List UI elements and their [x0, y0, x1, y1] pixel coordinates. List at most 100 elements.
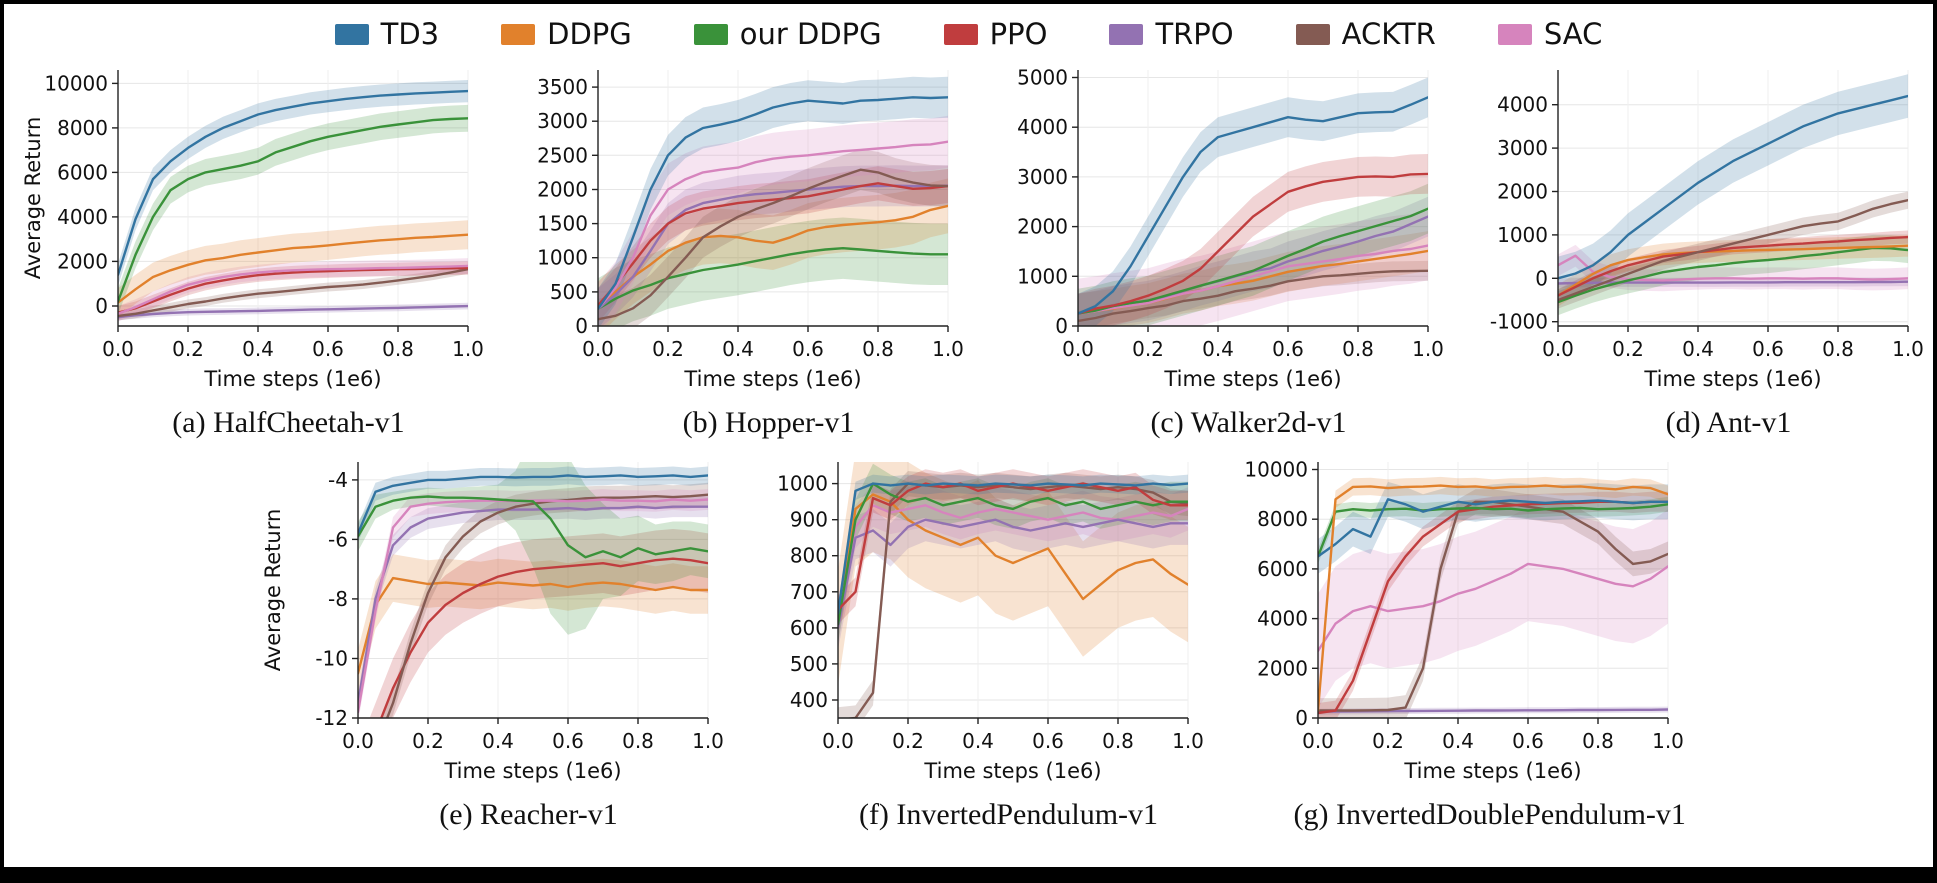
svg-text:0.4: 0.4	[482, 729, 514, 753]
chart-svg: 0 2000 4000 6000 8000 10000 0.0 0.2 0.4 0.6 0.8 1.0…	[1244, 458, 1684, 784]
svg-text:0.8: 0.8	[862, 337, 894, 361]
svg-text:3500: 3500	[537, 75, 588, 99]
svg-text:2000: 2000	[1257, 656, 1308, 680]
chart-caption-walker2d: (c) Walker2d-v1	[1150, 406, 1347, 439]
legend-swatch-acktr	[1295, 23, 1330, 45]
legend-label-ddpg: DDPG	[547, 17, 632, 51]
svg-text:1500: 1500	[537, 212, 588, 236]
svg-text:0.4: 0.4	[722, 337, 754, 361]
svg-text:2000: 2000	[537, 178, 588, 202]
svg-text:-1000: -1000	[1489, 310, 1547, 334]
svg-text:0.2: 0.2	[1612, 337, 1644, 361]
legend-label-sac: SAC	[1543, 17, 1603, 51]
svg-text:1.0: 1.0	[1172, 729, 1204, 753]
legend-item-our-ddpg: our DDPG	[693, 17, 882, 51]
svg-text:6000: 6000	[1257, 557, 1308, 581]
chart-plot-ant: -1000 0 1000 2000 3000 4000 0.0 0.2 0.4 0.6 0.8 1.0…	[1454, 58, 1924, 394]
svg-text:0.2: 0.2	[892, 729, 924, 753]
svg-text:4000: 4000	[1257, 607, 1308, 631]
legend-swatch-our-ddpg	[693, 23, 728, 45]
svg-text:0.6: 0.6	[312, 337, 344, 361]
chart-slot-reacher: -12 -10 -8 -6 -4 0.0 0.2 0.4 0.6 0.8 1.0 Time steps…	[254, 450, 724, 832]
svg-text:0.0: 0.0	[342, 729, 374, 753]
chart-row-2: -12 -10 -8 -6 -4 0.0 0.2 0.4 0.6 0.8 1.0 Time steps…	[4, 450, 1933, 832]
chart-caption-invertedpendulum: (f) InvertedPendulum-v1	[858, 798, 1159, 831]
chart-svg: -1000 0 1000 2000 3000 4000 0.0 0.2 0.4 0.6 0.8 1.0…	[1489, 70, 1924, 391]
legend-swatch-ppo	[943, 23, 978, 45]
svg-text:1000: 1000	[537, 246, 588, 270]
svg-text:3000: 3000	[537, 109, 588, 133]
chart-row-1: 0 2000 4000 6000 8000 10000 0.0 0.2 0.4 0.6 0.8 1.0…	[4, 58, 1933, 440]
svg-text:10000: 10000	[1244, 458, 1308, 482]
svg-text:Time steps (1e6): Time steps (1e6)	[203, 367, 381, 391]
svg-text:1.0: 1.0	[1892, 337, 1924, 361]
chart-slot-inverteddoublependulum: 0 2000 4000 6000 8000 10000 0.0 0.2 0.4 0.6 0.8 1.0…	[1214, 450, 1686, 832]
svg-text:2000: 2000	[1497, 180, 1548, 204]
chart-caption-reacher: (e) Reacher-v1	[439, 798, 618, 831]
legend: TD3 DDPG our DDPG PPO TRPO ACKTR SAC	[4, 14, 1933, 54]
svg-text:0.6: 0.6	[1512, 729, 1544, 753]
svg-text:1000: 1000	[777, 472, 828, 496]
svg-text:0.4: 0.4	[1202, 337, 1234, 361]
svg-text:0.4: 0.4	[1442, 729, 1474, 753]
svg-text:0.2: 0.2	[1372, 729, 1404, 753]
svg-text:0: 0	[575, 314, 588, 338]
chart-plot-hopper: 0 500 1000 1500 2000 2500 3000 3500 0.0 0.2 0.4 0.6…	[494, 58, 964, 394]
svg-text:8000: 8000	[1257, 507, 1308, 531]
chart-caption-inverteddoublependulum: (g) InvertedDoublePendulum-v1	[1293, 798, 1686, 831]
chart-svg: -12 -10 -8 -6 -4 0.0 0.2 0.4 0.6 0.8 1.0 Time steps…	[261, 462, 724, 783]
svg-text:1.0: 1.0	[692, 729, 724, 753]
chart-plot-walker2d: 0 1000 2000 3000 4000 5000 0.0 0.2 0.4 0.6 0.8 1.0 T…	[974, 58, 1444, 394]
svg-text:0.0: 0.0	[582, 337, 614, 361]
svg-text:600: 600	[789, 616, 827, 640]
svg-text:0.2: 0.2	[652, 337, 684, 361]
svg-text:-4: -4	[328, 468, 348, 492]
chart-slot-invertedpendulum: 400 500 600 700 800 900 1000 0.0 0.2 0.4 0.6 0.8 1.0…	[734, 450, 1204, 832]
svg-text:500: 500	[549, 280, 587, 304]
svg-text:0.8: 0.8	[1822, 337, 1854, 361]
svg-text:-12: -12	[315, 706, 348, 730]
svg-text:0: 0	[1295, 706, 1308, 730]
svg-text:2500: 2500	[537, 143, 588, 167]
svg-text:0: 0	[1535, 266, 1548, 290]
svg-text:0.0: 0.0	[822, 729, 854, 753]
svg-text:Time steps (1e6): Time steps (1e6)	[443, 759, 621, 783]
chart-plot-reacher: -12 -10 -8 -6 -4 0.0 0.2 0.4 0.6 0.8 1.0 Time steps…	[254, 450, 724, 786]
svg-text:0.8: 0.8	[1342, 337, 1374, 361]
legend-label-ppo: PPO	[989, 17, 1048, 51]
svg-text:0.8: 0.8	[1102, 729, 1134, 753]
legend-swatch-td3	[334, 23, 369, 45]
chart-svg: 0 2000 4000 6000 8000 10000 0.0 0.2 0.4 0.6 0.8 1.0…	[21, 70, 483, 391]
svg-text:-10: -10	[315, 647, 348, 671]
legend-item-ddpg: DDPG	[501, 17, 632, 51]
svg-text:700: 700	[789, 580, 827, 604]
svg-text:Average Return: Average Return	[261, 509, 285, 672]
svg-text:0.4: 0.4	[962, 729, 994, 753]
svg-text:0.0: 0.0	[1542, 337, 1574, 361]
svg-text:-6: -6	[328, 527, 348, 551]
svg-text:0.8: 0.8	[382, 337, 414, 361]
svg-text:2000: 2000	[57, 249, 108, 273]
svg-text:0.8: 0.8	[622, 729, 654, 753]
svg-text:1000: 1000	[1017, 264, 1068, 288]
legend-item-acktr: ACKTR	[1295, 17, 1436, 51]
svg-text:2000: 2000	[1017, 215, 1068, 239]
svg-text:0.0: 0.0	[102, 337, 134, 361]
legend-item-trpo: TRPO	[1109, 17, 1234, 51]
svg-text:Time steps (1e6): Time steps (1e6)	[923, 759, 1101, 783]
svg-text:5000: 5000	[1017, 66, 1068, 90]
svg-text:3000: 3000	[1017, 165, 1068, 189]
chart-caption-halfcheetah: (a) HalfCheetah-v1	[172, 406, 405, 439]
chart-caption-hopper: (b) Hopper-v1	[682, 406, 855, 439]
svg-text:Time steps (1e6): Time steps (1e6)	[1163, 367, 1341, 391]
legend-item-ppo: PPO	[943, 17, 1048, 51]
legend-item-sac: SAC	[1497, 17, 1603, 51]
legend-swatch-trpo	[1109, 23, 1144, 45]
svg-text:0.4: 0.4	[242, 337, 274, 361]
svg-text:900: 900	[789, 508, 827, 532]
svg-text:0: 0	[95, 294, 108, 318]
svg-text:4000: 4000	[1497, 93, 1548, 117]
svg-text:Average Return: Average Return	[21, 117, 45, 280]
svg-text:3000: 3000	[1497, 136, 1548, 160]
